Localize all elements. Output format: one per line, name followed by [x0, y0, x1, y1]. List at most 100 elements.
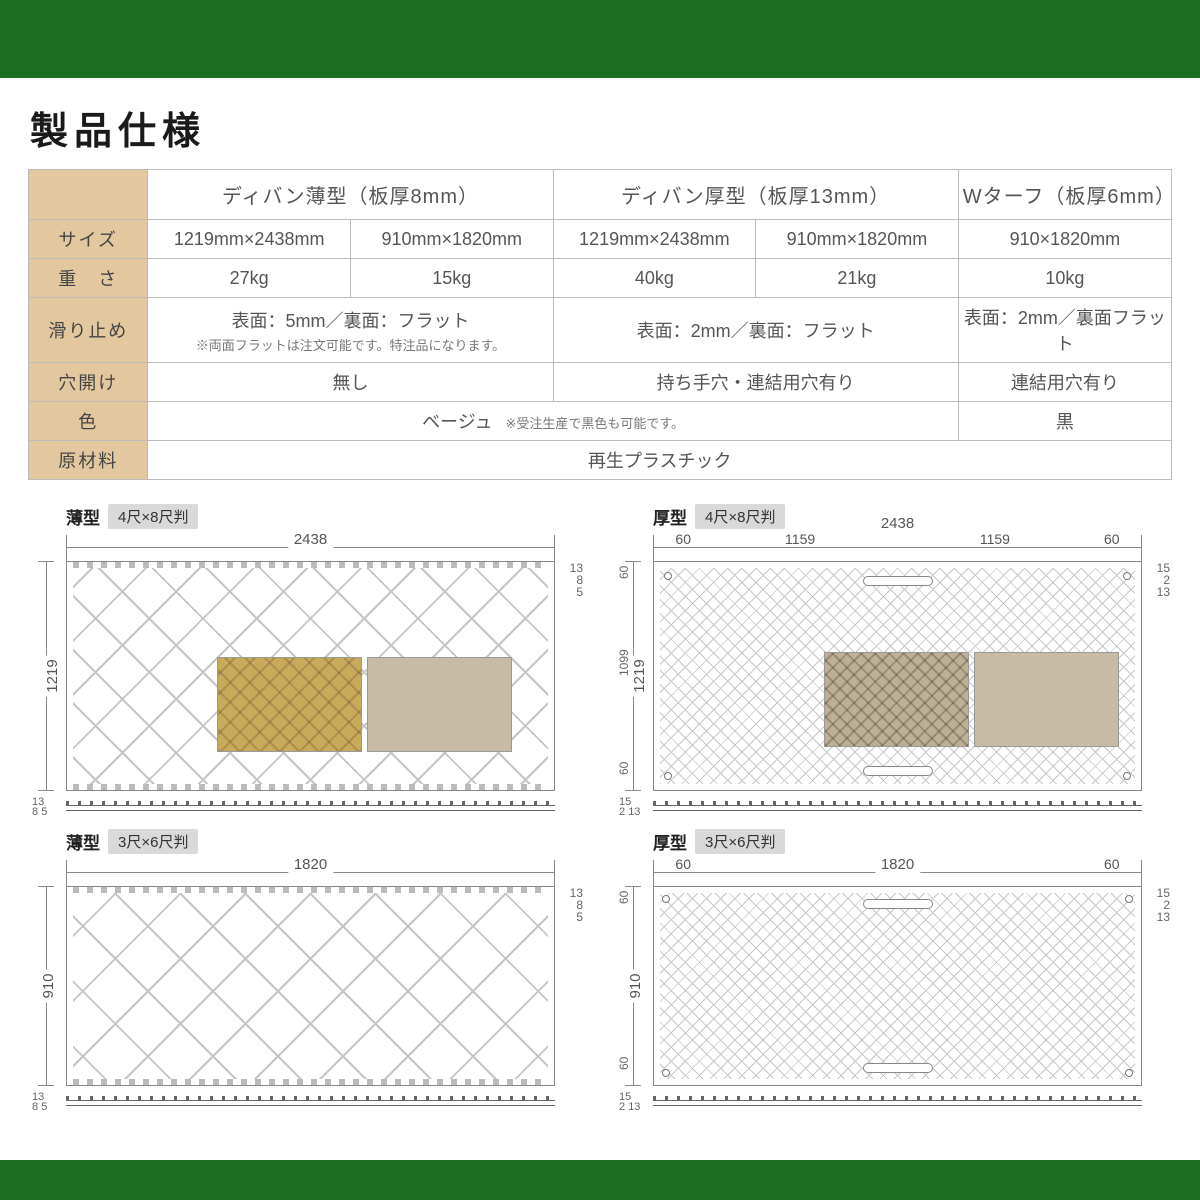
diagram-title: 厚型 3尺×6尺判 [653, 829, 1172, 854]
cell: 表面：2mm／裏面フラット [958, 298, 1171, 363]
texture-swatch-beige [367, 657, 512, 752]
handle-slot-icon [863, 576, 933, 586]
side-thickness: 13 8 5 [555, 886, 585, 1086]
link-hole-icon [1125, 895, 1133, 903]
size-tag: 4尺×8尺判 [695, 504, 785, 529]
cell: 表面：5mm／裏面：フラット ※両面フラットは注文可能です。特注品になります。 [148, 298, 553, 363]
side-thickness: 13 8 5 [555, 561, 585, 791]
link-hole-icon [1123, 772, 1131, 780]
type-label: 薄型 [66, 504, 100, 529]
row-header-holes: 穴開け [29, 363, 148, 402]
type-label: 厚型 [653, 829, 687, 854]
side-thickness: 15 2 13 [1142, 886, 1172, 1086]
width-label: 1820 [288, 856, 333, 873]
texture-swatch-beige [974, 652, 1119, 747]
dim-top: 2438 [66, 535, 555, 561]
profile-view: 13 8 5 [66, 1096, 555, 1110]
table-row: 原材料 再生プラスチック [29, 441, 1172, 480]
link-hole-icon [662, 895, 670, 903]
diagram-title: 薄型 3尺×6尺判 [66, 829, 585, 854]
cell: ベージュ ※受注生産で黒色も可能です。 [148, 402, 958, 441]
table-row: サイズ 1219mm×2438mm 910mm×1820mm 1219mm×24… [29, 220, 1172, 259]
link-hole-icon [662, 1069, 670, 1077]
dim-top: 2438 60 1159 1159 60 [653, 535, 1142, 561]
dim-left: 1219 [28, 561, 66, 791]
height-label: 910 [40, 969, 57, 1002]
top-brand-bar [0, 0, 1200, 78]
texture-swatch [824, 652, 969, 747]
row-header-grip: 滑り止め [29, 298, 148, 363]
cell: 40kg [553, 259, 756, 298]
diagram-thick-3x6: 厚型 3尺×6尺判 1820 60 60 910 60 60 [615, 829, 1172, 1112]
table-row: 滑り止め 表面：5mm／裏面：フラット ※両面フラットは注文可能です。特注品にな… [29, 298, 1172, 363]
table-row: 色 ベージュ ※受注生産で黒色も可能です。 黒 [29, 402, 1172, 441]
grip-thin: 表面：5mm／裏面：フラット [231, 311, 469, 331]
handle-slot-icon [863, 766, 933, 776]
cell: 15kg [350, 259, 553, 298]
col-header-wturf: Wターフ（板厚6mm） [958, 170, 1171, 220]
cell: 1219mm×2438mm [553, 220, 756, 259]
dim-left: 1219 60 1099 60 [615, 561, 653, 791]
profile-view: 15 2 13 [653, 801, 1142, 815]
cell: 27kg [148, 259, 351, 298]
dim-top: 1820 60 60 [653, 860, 1142, 886]
plate [66, 886, 555, 1086]
plate [653, 886, 1142, 1086]
width-label: 1820 [875, 856, 920, 873]
cell: 910mm×1820mm [756, 220, 959, 259]
height-label: 1219 [44, 655, 61, 696]
color-note: ※受注生産で黒色も可能です。 [505, 416, 684, 431]
link-hole-icon [664, 772, 672, 780]
type-label: 薄型 [66, 829, 100, 854]
tread-pattern-icon [660, 893, 1135, 1079]
plate [653, 561, 1142, 791]
width-label: 2438 [875, 515, 920, 532]
link-hole-icon [1125, 1069, 1133, 1077]
row-header-color: 色 [29, 402, 148, 441]
table-row: 穴開け 無し 持ち手穴・連結用穴有り 連結用穴有り [29, 363, 1172, 402]
cell: 持ち手穴・連結用穴有り [553, 363, 958, 402]
width-label: 2438 [288, 531, 333, 548]
plate [66, 561, 555, 791]
row-header-weight: 重 さ [29, 259, 148, 298]
table-row: 重 さ 27kg 15kg 40kg 21kg 10kg [29, 259, 1172, 298]
diagram-thin-4x8: 薄型 4尺×8尺判 2438 1219 13 [28, 504, 585, 817]
table-row: ディバン薄型（板厚8mm） ディバン厚型（板厚13mm） Wターフ（板厚6mm） [29, 170, 1172, 220]
dim-top: 1820 [66, 860, 555, 886]
diagram-title: 薄型 4尺×8尺判 [66, 504, 585, 529]
link-hole-icon [664, 572, 672, 580]
col-header-thin: ディバン薄型（板厚8mm） [148, 170, 553, 220]
cell: 1219mm×2438mm [148, 220, 351, 259]
diagram-grid: 薄型 4尺×8尺判 2438 1219 13 [28, 504, 1172, 1112]
type-label: 厚型 [653, 504, 687, 529]
cell: 黒 [958, 402, 1171, 441]
handle-slot-icon [863, 899, 933, 909]
row-header-material: 原材料 [29, 441, 148, 480]
cell: 910×1820mm [958, 220, 1171, 259]
diagram-thin-3x6: 薄型 3尺×6尺判 1820 910 13 8 5 [28, 829, 585, 1112]
spec-table: ディバン薄型（板厚8mm） ディバン厚型（板厚13mm） Wターフ（板厚6mm）… [28, 169, 1172, 480]
texture-swatch-gold [217, 657, 362, 752]
size-tag: 3尺×6尺判 [108, 829, 198, 854]
handle-slot-icon [863, 1063, 933, 1073]
bottom-brand-bar [0, 1160, 1200, 1200]
cell: 910mm×1820mm [350, 220, 553, 259]
profile-view: 13 8 5 [66, 801, 555, 815]
dim-left: 910 [28, 886, 66, 1086]
cell: 表面：2mm／裏面：フラット [553, 298, 958, 363]
diagram-thick-4x8: 厚型 4尺×8尺判 2438 60 1159 1159 60 1219 60 1… [615, 504, 1172, 817]
row-header-size: サイズ [29, 220, 148, 259]
col-header-thick: ディバン厚型（板厚13mm） [553, 170, 958, 220]
cell: 21kg [756, 259, 959, 298]
cell: 再生プラスチック [148, 441, 1172, 480]
side-thickness: 15 2 13 [1142, 561, 1172, 791]
cell: 無し [148, 363, 553, 402]
grip-thin-note: ※両面フラットは注文可能です。特注品になります。 [152, 335, 548, 354]
size-tag: 3尺×6尺判 [695, 829, 785, 854]
content: 製品仕様 ディバン薄型（板厚8mm） ディバン厚型（板厚13mm） Wターフ（板… [0, 78, 1200, 1112]
tread-pattern-icon [73, 893, 548, 1079]
cell: 10kg [958, 259, 1171, 298]
size-tag: 4尺×8尺判 [108, 504, 198, 529]
cell: 連結用穴有り [958, 363, 1171, 402]
link-hole-icon [1123, 572, 1131, 580]
